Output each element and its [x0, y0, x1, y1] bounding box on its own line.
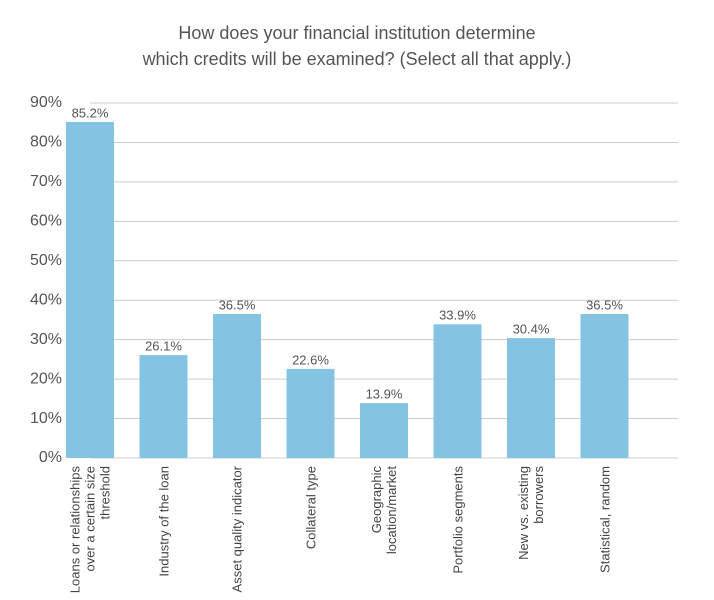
- x-tick-label: Loans or relationships over a certain si…: [67, 466, 113, 594]
- value-label: 13.9%: [366, 387, 403, 402]
- y-tick-label: 50%: [30, 252, 62, 269]
- bar: [580, 314, 629, 458]
- x-tick-label: Statistical, random: [597, 466, 612, 573]
- y-tick-label: 0%: [39, 449, 62, 466]
- y-tick-label: 30%: [30, 331, 62, 348]
- bar: [66, 121, 114, 458]
- y-tick-label: 20%: [30, 370, 62, 387]
- bar: [213, 314, 261, 458]
- value-label: 30.4%: [513, 322, 550, 337]
- chart-title: How does your financial institution dete…: [178, 23, 535, 43]
- y-tick-label: 40%: [30, 291, 62, 308]
- x-tick-label: Industry of the loan: [156, 466, 171, 577]
- value-label: 33.9%: [439, 308, 476, 323]
- value-label: 85.2%: [72, 105, 109, 120]
- y-tick-label: 60%: [30, 213, 62, 230]
- value-label: 26.1%: [145, 338, 182, 353]
- bar: [433, 324, 482, 458]
- value-label: 36.5%: [586, 297, 623, 312]
- y-tick-label: 70%: [30, 173, 62, 190]
- x-tick-label: Asset quality indicator: [229, 466, 245, 593]
- y-tick-label: 10%: [30, 410, 62, 427]
- x-tick-label: Geographic location/market: [369, 466, 399, 555]
- x-tick-label: New vs. existing borrowers: [516, 466, 546, 560]
- bar: [507, 338, 555, 458]
- value-label: 36.5%: [219, 297, 256, 312]
- bar: [139, 355, 188, 458]
- value-label: 22.6%: [292, 352, 329, 367]
- bar: [286, 368, 335, 458]
- y-tick-label: 80%: [30, 134, 62, 151]
- bar: [360, 403, 408, 458]
- x-tick-label: Portfolio segments: [450, 466, 465, 574]
- y-tick-label: 90%: [30, 94, 62, 111]
- chart-title: which credits will be examined? (Select …: [142, 49, 572, 69]
- x-tick-label: Collateral type: [303, 466, 318, 550]
